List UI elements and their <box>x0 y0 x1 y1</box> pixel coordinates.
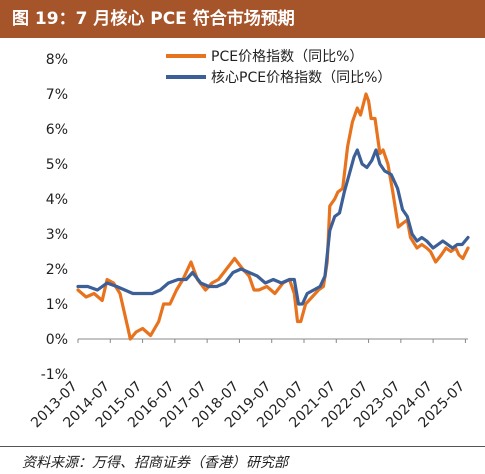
y-tick-label: 4% <box>46 192 68 208</box>
y-tick-label: 3% <box>46 227 68 243</box>
y-tick-label: 8% <box>46 52 68 68</box>
y-tick-label: 0% <box>46 332 68 348</box>
core-pce-series-line <box>76 148 470 306</box>
line-chart: -1% 0% 1% 2% 3% 4% 5% 6% 7% 8% 2013-072014-072015… <box>28 49 470 431</box>
pce-series-line <box>76 92 470 341</box>
y-tick-label: 1% <box>46 297 68 313</box>
y-tick-label: 2% <box>46 262 68 278</box>
series-layer <box>76 92 470 341</box>
y-tick-label: 7% <box>46 87 68 103</box>
figure-title: 图 19：7 月核心 PCE 符合市场预期 <box>0 0 485 38</box>
x-axis-ticks: 2013-072014-072015-072016-072017-072018-… <box>28 339 468 431</box>
y-axis-ticks: -1% 0% 1% 2% 3% 4% 5% 6% 7% 8% <box>41 52 68 383</box>
legend-label: PCE价格指数（同比%） <box>211 49 363 65</box>
y-tick-label: 5% <box>46 157 68 173</box>
source-divider <box>0 446 485 447</box>
legend-label: 核心PCE价格指数（同比%） <box>211 70 391 86</box>
source-note: 资料来源：万得、招商证券（香港）研究部 <box>22 455 288 471</box>
y-tick-label: -1% <box>41 367 68 383</box>
y-tick-label: 6% <box>46 122 68 138</box>
legend: PCE价格指数（同比%） 核心PCE价格指数（同比%） <box>166 49 391 86</box>
